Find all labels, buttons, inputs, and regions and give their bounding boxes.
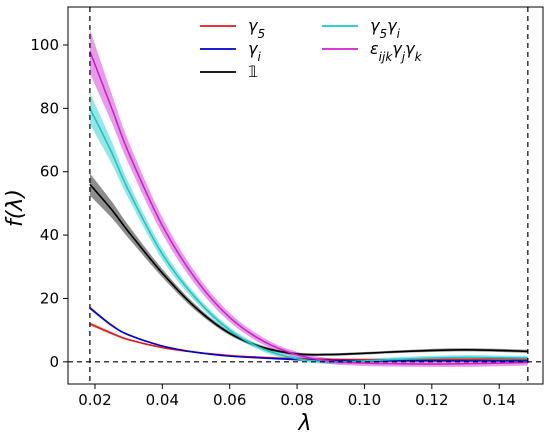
legend-label-0: γ5: [248, 16, 265, 41]
x-tick-label: 0.02: [78, 391, 111, 409]
plot-area: [68, 7, 543, 384]
legend-label-3: γ5γi: [370, 16, 401, 41]
series-line-2: [89, 183, 528, 356]
x-tick-label: 0.12: [415, 391, 448, 409]
x-tick-label: 0.14: [483, 391, 516, 409]
y-tick-label: 20: [40, 289, 59, 307]
series-band-1: [89, 306, 528, 362]
axes: 0.02 0.04 0.06 0.08 0.10 0.12 0.14 0 20 40 60 80 100: [30, 6, 544, 409]
series-line-4: [89, 51, 528, 365]
y-tick-label: 80: [40, 99, 59, 117]
x-tick-label: 0.08: [280, 391, 313, 409]
y-tick-label: 100: [30, 36, 59, 54]
series-line-3: [89, 108, 528, 363]
y-tick-label: 40: [40, 226, 59, 244]
x-tick-label: 0.06: [213, 391, 246, 409]
y-tick-label: 0: [49, 353, 59, 371]
plot-frame: [67, 6, 544, 385]
legend-label-4: εijkγjγk: [370, 39, 423, 64]
series-layer: [89, 29, 528, 367]
x-axis-title: λ: [297, 411, 311, 436]
series-band-4: [89, 29, 528, 367]
legend-label-2: 𝟙: [248, 62, 258, 81]
x-tick-label: 0.10: [348, 391, 381, 409]
legend-label-1: γi: [248, 39, 261, 64]
series-line-1: [89, 307, 528, 362]
x-tick-label: 0.04: [146, 391, 179, 409]
series-band-3: [89, 92, 528, 365]
y-axis-title: f(λ): [3, 189, 28, 227]
y-tick-label: 60: [40, 163, 59, 181]
